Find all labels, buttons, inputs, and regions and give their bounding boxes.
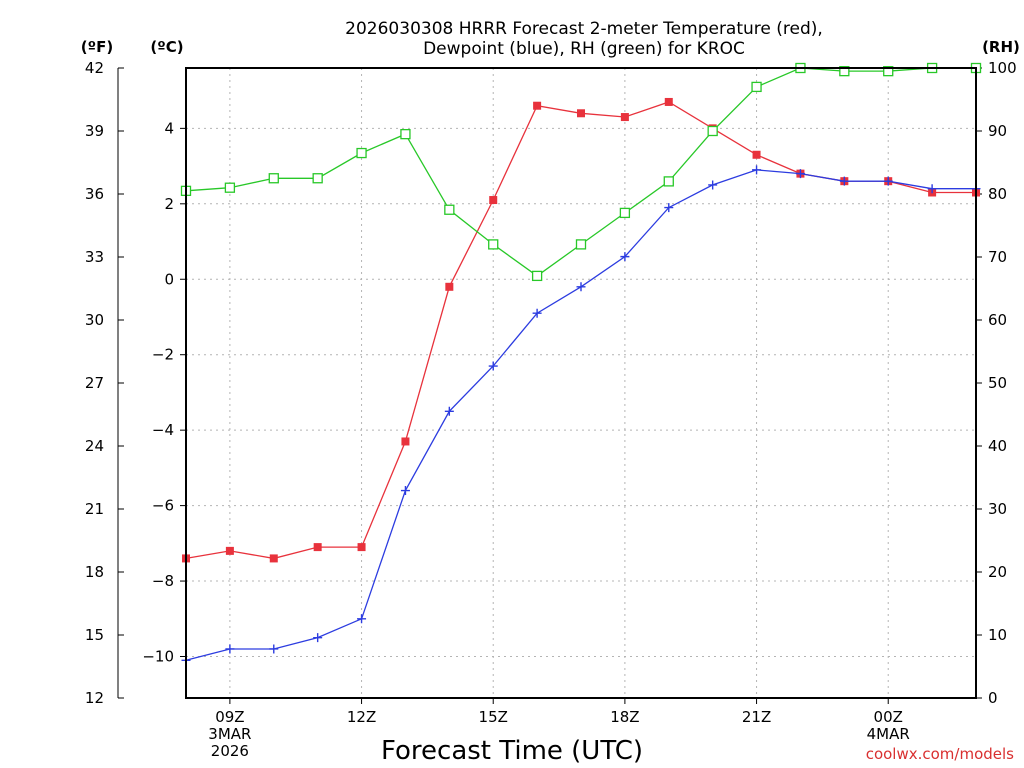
rh-tick-label: 0 — [988, 689, 998, 707]
dewpoint-point — [883, 176, 893, 186]
rh-point — [663, 176, 674, 187]
rh-tick-label: 50 — [988, 374, 1007, 392]
rh-tick-label: 40 — [988, 437, 1007, 455]
rh-point — [312, 173, 323, 184]
rh-point — [488, 239, 499, 250]
rh-point — [444, 204, 455, 215]
rh-tick-label: 30 — [988, 500, 1007, 518]
rh-point — [619, 207, 631, 219]
celsius-tick-label: −6 — [152, 497, 174, 515]
credit-text: coolwx.com/models — [866, 745, 1014, 763]
temperature-point — [577, 109, 585, 118]
axis-layer: 4239363330272421181512420−2−4−6−8−101009… — [85, 59, 1017, 760]
rh-tick-label: 60 — [988, 311, 1007, 329]
temperature-point — [225, 546, 234, 555]
dewpoint-point — [400, 486, 410, 496]
dewpoint-point — [620, 252, 630, 262]
rh-point — [268, 173, 279, 184]
x-tick-label: 12Z — [347, 708, 376, 726]
dewpoint-point — [839, 176, 849, 186]
x-tick-label: 18Z — [610, 708, 639, 726]
rh-point — [400, 128, 411, 140]
rh-tick-label: 80 — [988, 185, 1007, 203]
dewpoint-point — [576, 282, 586, 292]
x-tick-label: 15Z — [479, 708, 508, 726]
x-tick-label: 4MAR — [867, 725, 910, 743]
temperature-point — [445, 282, 454, 291]
fahrenheit-tick-label: 33 — [85, 248, 104, 266]
x-tick-label: 21Z — [742, 708, 771, 726]
temperature-point — [401, 437, 410, 446]
temperature-point — [313, 543, 322, 552]
temperature-point — [752, 150, 761, 159]
fahrenheit-tick-label: 12 — [85, 689, 104, 707]
rh-tick-label: 20 — [988, 563, 1007, 581]
fahrenheit-tick-label: 39 — [85, 122, 104, 140]
rh-point — [356, 147, 367, 159]
dewpoint-point — [708, 180, 718, 190]
dewpoint-point — [795, 169, 805, 179]
rh-point — [575, 239, 587, 250]
celsius-tick-label: −8 — [152, 572, 174, 590]
grid-layer — [186, 68, 976, 698]
rh-tick-label: 70 — [988, 248, 1007, 266]
temperature-series-line — [185, 101, 976, 560]
x-tick-label: 3MAR — [208, 725, 251, 743]
dewpoint-point — [225, 644, 235, 654]
rh-point — [839, 66, 850, 77]
x-tick-label: 00Z — [874, 708, 903, 726]
dewpoint-point — [488, 361, 498, 371]
fahrenheit-tick-label: 36 — [85, 185, 104, 203]
dewpoint-point — [269, 644, 279, 654]
rh-tick-label: 10 — [988, 626, 1007, 644]
dewpoint-point — [532, 308, 542, 318]
dewpoint-point — [444, 406, 454, 416]
plot-frame — [185, 67, 977, 699]
fahrenheit-tick-label: 15 — [85, 626, 104, 644]
celsius-tick-label: −10 — [142, 648, 174, 666]
series-layer — [180, 62, 982, 665]
temperature-point — [357, 543, 366, 552]
dewpoint-point — [357, 614, 367, 624]
temperature-point — [664, 97, 673, 106]
dewpoint-point — [752, 165, 762, 175]
rh-point — [751, 81, 762, 93]
rh-tick-label: 100 — [988, 59, 1017, 77]
fahrenheit-tick-label: 18 — [85, 563, 104, 581]
temperature-point — [269, 554, 278, 563]
celsius-unit-label: (ºC) — [150, 38, 183, 56]
fahrenheit-tick-label: 21 — [85, 500, 104, 518]
temperature-point — [489, 196, 498, 205]
celsius-tick-label: −2 — [152, 346, 174, 364]
dewpoint-point — [927, 184, 937, 194]
rh-point — [707, 125, 718, 137]
dewpoint-point — [664, 203, 674, 213]
fahrenheit-tick-label: 42 — [85, 59, 104, 77]
rh-unit-label: (RH) — [982, 38, 1020, 56]
rh-point — [883, 66, 894, 77]
x-tick-label: 2026 — [211, 742, 249, 760]
fahrenheit-unit-label: (ºF) — [81, 38, 113, 56]
x-tick-label: 09Z — [215, 708, 244, 726]
rh-tick-label: 90 — [988, 122, 1007, 140]
dewpoint-point — [313, 633, 323, 643]
fahrenheit-tick-label: 27 — [85, 374, 104, 392]
rh-point — [531, 270, 543, 282]
temperature-point — [533, 101, 542, 110]
chart-title-line-2: Dewpoint (blue), RH (green) for KROC — [423, 39, 745, 59]
x-axis-label: Forecast Time (UTC) — [381, 736, 643, 766]
rh-point — [224, 182, 236, 193]
celsius-tick-label: 4 — [164, 119, 174, 137]
fahrenheit-tick-label: 30 — [85, 311, 104, 329]
fahrenheit-tick-label: 24 — [85, 437, 104, 455]
celsius-tick-label: −4 — [152, 421, 174, 439]
chart-title-line-1: 2026030308 HRRR Forecast 2-meter Tempera… — [345, 19, 823, 39]
temperature-point — [620, 113, 629, 122]
celsius-tick-label: 0 — [164, 270, 174, 288]
celsius-tick-label: 2 — [164, 195, 174, 213]
